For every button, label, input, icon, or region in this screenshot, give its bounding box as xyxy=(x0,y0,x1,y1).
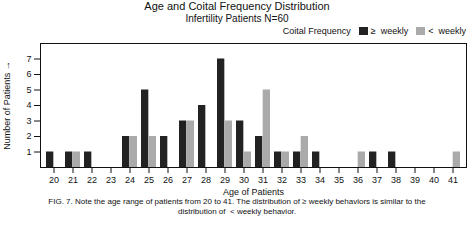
svg-text:41: 41 xyxy=(448,175,458,185)
svg-text:30: 30 xyxy=(239,175,249,185)
svg-text:Number of Patients →: Number of Patients → xyxy=(2,61,12,150)
svg-text:35: 35 xyxy=(334,175,344,185)
svg-text:21: 21 xyxy=(68,175,78,185)
html-text:< weekly: < weekly xyxy=(428,26,466,36)
html-text:Infertility Patients N=60: Infertility Patients N=60 xyxy=(185,13,289,24)
svg-text:40: 40 xyxy=(429,175,439,185)
svg-text:1: 1 xyxy=(26,147,31,157)
svg-text:22: 22 xyxy=(87,175,97,185)
svg-text:34: 34 xyxy=(315,175,325,185)
svg-text:27: 27 xyxy=(182,175,192,185)
svg-text:Age of Patients: Age of Patients xyxy=(223,187,285,197)
svg-text:5: 5 xyxy=(26,85,31,95)
svg-text:7: 7 xyxy=(26,54,31,64)
svg-text:4: 4 xyxy=(26,100,31,110)
html-text:≥ weekly: ≥ weekly xyxy=(370,26,409,36)
svg-text:39: 39 xyxy=(410,175,420,185)
svg-text:36: 36 xyxy=(353,175,363,185)
svg-text:25: 25 xyxy=(144,175,154,185)
svg-text:31: 31 xyxy=(258,175,268,185)
svg-text:6: 6 xyxy=(26,69,31,79)
svg-text:37: 37 xyxy=(372,175,382,185)
html-text:Coital Frequency: Coital Frequency xyxy=(282,26,351,36)
svg-text:38: 38 xyxy=(391,175,401,185)
svg-text:2: 2 xyxy=(26,131,31,141)
html-text:FIG. 7. Note the age range of: FIG. 7. Note the age range of patients f… xyxy=(48,197,426,216)
svg-text:29: 29 xyxy=(220,175,230,185)
svg-text:26: 26 xyxy=(163,175,173,185)
svg-text:32: 32 xyxy=(277,175,287,185)
svg-text:23: 23 xyxy=(106,175,116,185)
html-text:Age and Coital Frequency Distr: Age and Coital Frequency Distribution xyxy=(144,0,330,12)
svg-text:28: 28 xyxy=(201,175,211,185)
svg-text:3: 3 xyxy=(26,116,31,126)
svg-text:20: 20 xyxy=(49,175,59,185)
svg-text:24: 24 xyxy=(125,175,135,185)
svg-text:33: 33 xyxy=(296,175,306,185)
